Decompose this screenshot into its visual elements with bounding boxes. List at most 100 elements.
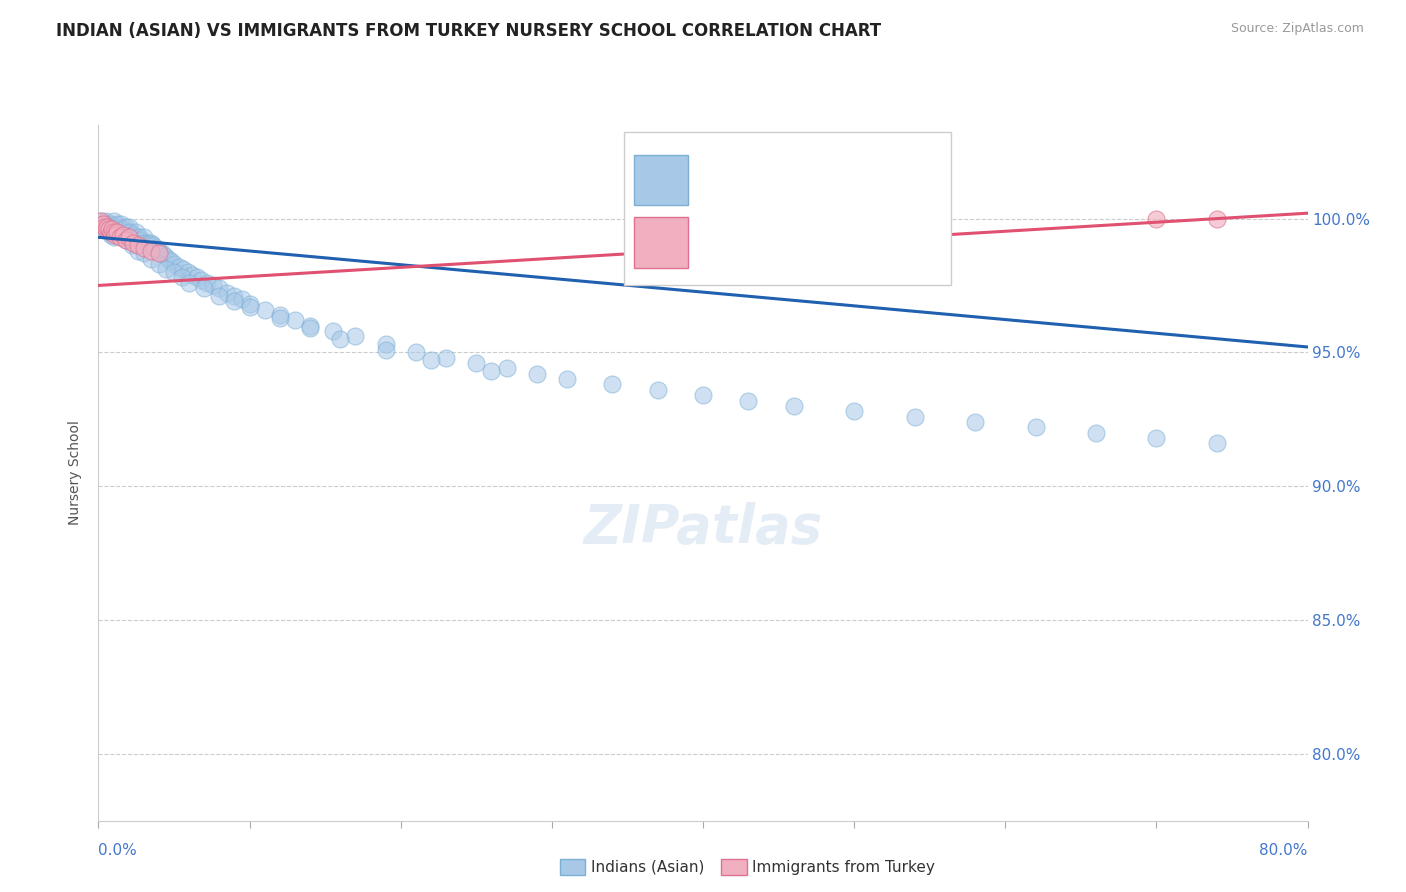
Text: Indians (Asian): Indians (Asian) — [591, 860, 704, 874]
Point — [344, 329, 367, 343]
Point — [121, 238, 143, 252]
Point — [103, 214, 125, 228]
Point — [118, 230, 141, 244]
Point — [163, 265, 186, 279]
Point — [114, 233, 136, 247]
Point — [737, 393, 759, 408]
Point — [111, 227, 134, 242]
Text: 0.291: 0.291 — [745, 235, 793, 249]
Text: N =: N = — [815, 171, 849, 186]
Point — [90, 214, 112, 228]
Text: -0.394: -0.394 — [745, 171, 800, 186]
Point — [118, 219, 141, 234]
Point — [110, 217, 132, 231]
Point — [114, 233, 136, 247]
Point — [153, 249, 176, 263]
Point — [374, 343, 396, 357]
Point — [965, 415, 987, 429]
Point — [104, 227, 127, 242]
Point — [100, 217, 122, 231]
Point — [224, 289, 246, 303]
Point — [904, 409, 927, 424]
Point — [100, 222, 122, 236]
Point — [131, 235, 153, 250]
Point — [202, 278, 225, 293]
Point — [134, 235, 156, 250]
Point — [141, 244, 163, 258]
Point — [844, 404, 866, 418]
Point — [269, 310, 291, 325]
Point — [110, 227, 132, 242]
Point — [190, 273, 212, 287]
Text: 22: 22 — [862, 235, 883, 249]
Point — [322, 324, 344, 338]
Point — [269, 308, 291, 322]
Point — [465, 356, 488, 370]
Point — [195, 276, 218, 290]
Point — [103, 225, 125, 239]
Point — [647, 383, 669, 397]
Point — [526, 367, 548, 381]
Point — [1144, 431, 1167, 445]
Point — [101, 219, 124, 234]
Point — [103, 225, 125, 239]
Point — [170, 270, 193, 285]
Point — [141, 252, 163, 266]
Point — [148, 244, 170, 258]
Point — [101, 222, 124, 236]
Point — [136, 235, 159, 250]
Point — [124, 230, 146, 244]
Point — [139, 238, 162, 252]
Point — [186, 270, 208, 285]
Point — [127, 238, 149, 252]
Text: Immigrants from Turkey: Immigrants from Turkey — [752, 860, 935, 874]
Point — [108, 219, 131, 234]
Point — [434, 351, 457, 365]
Point — [100, 227, 122, 242]
Point — [420, 353, 443, 368]
Point — [224, 294, 246, 309]
Point — [121, 227, 143, 242]
Point — [104, 219, 127, 234]
Text: N =: N = — [815, 235, 849, 249]
Point — [692, 388, 714, 402]
Point — [602, 377, 624, 392]
Point — [120, 225, 142, 239]
Point — [105, 217, 128, 231]
Point — [253, 302, 276, 317]
Point — [481, 364, 503, 378]
Point — [98, 222, 121, 236]
Point — [129, 233, 152, 247]
Point — [179, 276, 201, 290]
Point — [148, 246, 170, 260]
Point — [156, 252, 179, 266]
Point — [128, 230, 150, 244]
Text: 80.0%: 80.0% — [1260, 843, 1308, 858]
Point — [114, 230, 136, 244]
Point — [239, 297, 262, 311]
Point — [172, 262, 194, 277]
Point — [103, 230, 125, 244]
Point — [94, 222, 117, 236]
Text: R =: R = — [699, 235, 733, 249]
Text: Source: ZipAtlas.com: Source: ZipAtlas.com — [1230, 22, 1364, 36]
Point — [94, 214, 117, 228]
Point — [150, 246, 173, 260]
Point — [135, 238, 157, 252]
Point — [783, 399, 806, 413]
Point — [208, 281, 231, 295]
Point — [114, 219, 136, 234]
Point — [127, 233, 149, 247]
Point — [110, 230, 132, 244]
Point — [91, 217, 114, 231]
Point — [176, 265, 198, 279]
Point — [93, 219, 115, 234]
Point — [108, 230, 131, 244]
Text: 115: 115 — [862, 171, 893, 186]
Y-axis label: Nursery School: Nursery School — [69, 420, 83, 525]
Point — [163, 257, 186, 271]
Point — [115, 225, 138, 239]
Point — [495, 361, 517, 376]
Point — [148, 257, 170, 271]
Point — [284, 313, 307, 327]
